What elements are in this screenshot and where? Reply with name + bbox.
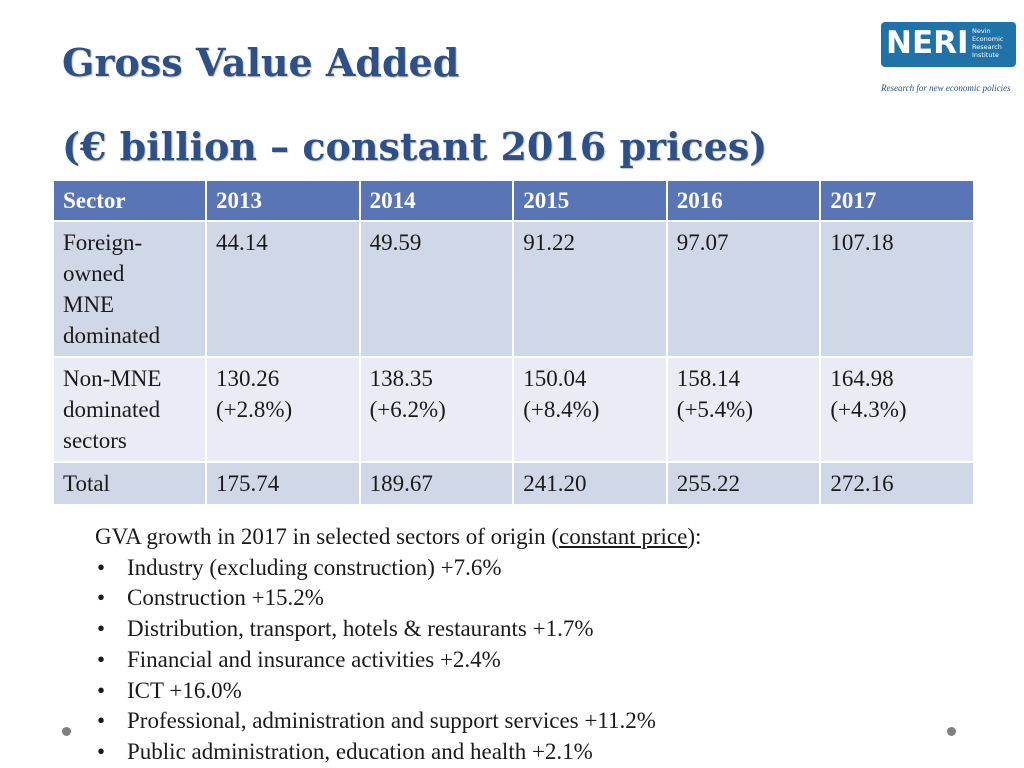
value-cell-2013: 175.74 bbox=[205, 461, 361, 506]
column-header-2017: 2017 bbox=[819, 179, 975, 222]
value-cell-2015: 241.20 bbox=[512, 461, 668, 506]
neri-logo: NERI Nevin Economic Research Institute R… bbox=[881, 22, 1016, 96]
growth-rate: (+5.4%) bbox=[676, 397, 753, 422]
value-cell-2014: 189.67 bbox=[358, 461, 515, 506]
bullet-icon: • bbox=[97, 677, 106, 703]
value-cell-2015: 91.22 bbox=[512, 220, 668, 358]
logo-letters: NERI bbox=[886, 25, 969, 61]
column-header-2014: 2014 bbox=[358, 179, 515, 222]
sector-line: Foreign- bbox=[63, 230, 143, 255]
value: 150.04 bbox=[523, 366, 587, 391]
table-header-row: Sector 2013 2014 2015 2016 2017 bbox=[52, 179, 975, 222]
growth-rate: (+6.2%) bbox=[369, 397, 446, 422]
sector-line: owned bbox=[63, 261, 125, 286]
sector-growth-list: • Industry (excluding construction) +7.6%… bbox=[95, 553, 701, 768]
value: 189.67 bbox=[369, 471, 433, 496]
sector-cell: Total bbox=[52, 461, 207, 506]
list-item-text: Construction +15.2% bbox=[127, 585, 324, 611]
growth-rate: (+2.8%) bbox=[216, 397, 293, 422]
column-header-2016: 2016 bbox=[665, 179, 822, 222]
value: 49.59 bbox=[369, 230, 422, 255]
value-cell-2014: 138.35 (+6.2%) bbox=[358, 356, 515, 463]
value-cell-2013: 130.26 (+2.8%) bbox=[205, 356, 361, 463]
growth-rate: (+8.4%) bbox=[523, 397, 600, 422]
notes-intro-end: ): bbox=[687, 524, 702, 549]
value: 164.98 bbox=[830, 366, 894, 391]
list-item-text: Financial and insurance activities +2.4% bbox=[127, 646, 501, 672]
growth-notes: GVA growth in 2017 in selected sectors o… bbox=[95, 522, 701, 768]
list-item: • Public administration, education and he… bbox=[95, 737, 701, 768]
value-cell-2013: 44.14 bbox=[205, 220, 361, 358]
logo-sub-line: Nevin bbox=[972, 27, 991, 35]
list-item-text: Professional, administration and support… bbox=[127, 708, 656, 734]
growth-rate: (+4.3%) bbox=[830, 397, 907, 422]
list-item-text: ICT +16.0% bbox=[127, 677, 242, 703]
value-cell-2016: 255.22 bbox=[665, 461, 822, 506]
sector-line: Non-MNE bbox=[63, 366, 162, 391]
list-item: • Professional, administration and suppor… bbox=[95, 706, 701, 737]
bullet-icon: • bbox=[97, 738, 106, 764]
logo-tagline: Research for new economic policies bbox=[881, 83, 1011, 93]
list-item: • ICT +16.0% bbox=[95, 676, 701, 707]
list-item-text: Distribution, transport, hotels & restau… bbox=[127, 616, 594, 642]
list-item: • Distribution, transport, hotels & resta… bbox=[95, 614, 701, 645]
logo-badge: NERI Nevin Economic Research Institute bbox=[881, 22, 1016, 67]
bullet-icon: • bbox=[97, 646, 106, 672]
logo-sub-line: Research bbox=[972, 43, 1002, 51]
value: 138.35 bbox=[369, 366, 433, 391]
value-cell-2016: 158.14 (+5.4%) bbox=[665, 356, 822, 463]
value: 91.22 bbox=[523, 230, 575, 255]
notes-intro: GVA growth in 2017 in selected sectors o… bbox=[95, 522, 701, 553]
value: 130.26 bbox=[216, 366, 280, 391]
column-header-sector: Sector bbox=[52, 179, 207, 222]
constant-price-link[interactable]: constant price bbox=[558, 524, 688, 549]
bullet-icon: • bbox=[97, 616, 106, 642]
list-item: • Industry (excluding construction) +7.6% bbox=[95, 553, 701, 584]
list-item-text: Public administration, education and hea… bbox=[127, 738, 593, 764]
sector-line: dominated bbox=[63, 397, 161, 422]
value: 107.18 bbox=[830, 230, 894, 255]
sector-line: dominated bbox=[63, 323, 161, 348]
logo-sub-line: Institute bbox=[972, 51, 999, 59]
sector-cell: Non-MNE dominated sectors bbox=[52, 356, 207, 463]
slide-marker-left bbox=[62, 727, 71, 736]
value: 241.20 bbox=[523, 471, 587, 496]
page-subtitle: (€ billion – constant 2016 prices) bbox=[62, 124, 768, 169]
value: 158.14 bbox=[676, 366, 741, 391]
bullet-icon: • bbox=[97, 554, 106, 580]
logo-institute-name: Nevin Economic Research Institute bbox=[972, 27, 1014, 59]
table-row-non-mne: Non-MNE dominated sectors 130.26 (+2.8%)… bbox=[52, 356, 975, 463]
column-header-2013: 2013 bbox=[205, 179, 361, 222]
value-cell-2014: 49.59 bbox=[358, 220, 515, 358]
list-item: • Construction +15.2% bbox=[95, 583, 701, 614]
value: 97.07 bbox=[676, 230, 729, 255]
value-cell-2017: 272.16 bbox=[819, 461, 975, 506]
bullet-icon: • bbox=[97, 585, 106, 611]
value-cell-2017: 107.18 bbox=[819, 220, 975, 358]
value: 255.22 bbox=[676, 471, 741, 496]
sector-line: MNE bbox=[63, 292, 115, 317]
list-item-text: Industry (excluding construction) +7.6% bbox=[127, 554, 502, 580]
sector-line: Total bbox=[63, 471, 110, 496]
value: 272.16 bbox=[830, 471, 894, 496]
slide-marker-right bbox=[947, 727, 956, 736]
sector-line: sectors bbox=[63, 428, 127, 453]
table-row-total: Total 175.74 189.67 241.20 255.22 272.16 bbox=[52, 461, 975, 506]
sector-cell: Foreign- owned MNE dominated bbox=[52, 220, 207, 358]
value-cell-2016: 97.07 bbox=[665, 220, 822, 358]
bullet-icon: • bbox=[97, 708, 106, 734]
value: 175.74 bbox=[216, 471, 280, 496]
list-item: • Financial and insurance activities +2.4… bbox=[95, 645, 701, 676]
logo-sub-line: Economic bbox=[972, 35, 1004, 43]
page-title: Gross Value Added bbox=[62, 40, 460, 85]
value: 44.14 bbox=[216, 230, 268, 255]
table-row-foreign-mne: Foreign- owned MNE dominated 44.14 49.59… bbox=[52, 220, 975, 358]
notes-intro-text: GVA growth in 2017 in selected sectors o… bbox=[95, 524, 559, 549]
gva-table: Sector 2013 2014 2015 2016 2017 Foreign-… bbox=[52, 179, 975, 506]
value-cell-2017: 164.98 (+4.3%) bbox=[819, 356, 975, 463]
column-header-2015: 2015 bbox=[512, 179, 668, 222]
value-cell-2015: 150.04 (+8.4%) bbox=[512, 356, 668, 463]
